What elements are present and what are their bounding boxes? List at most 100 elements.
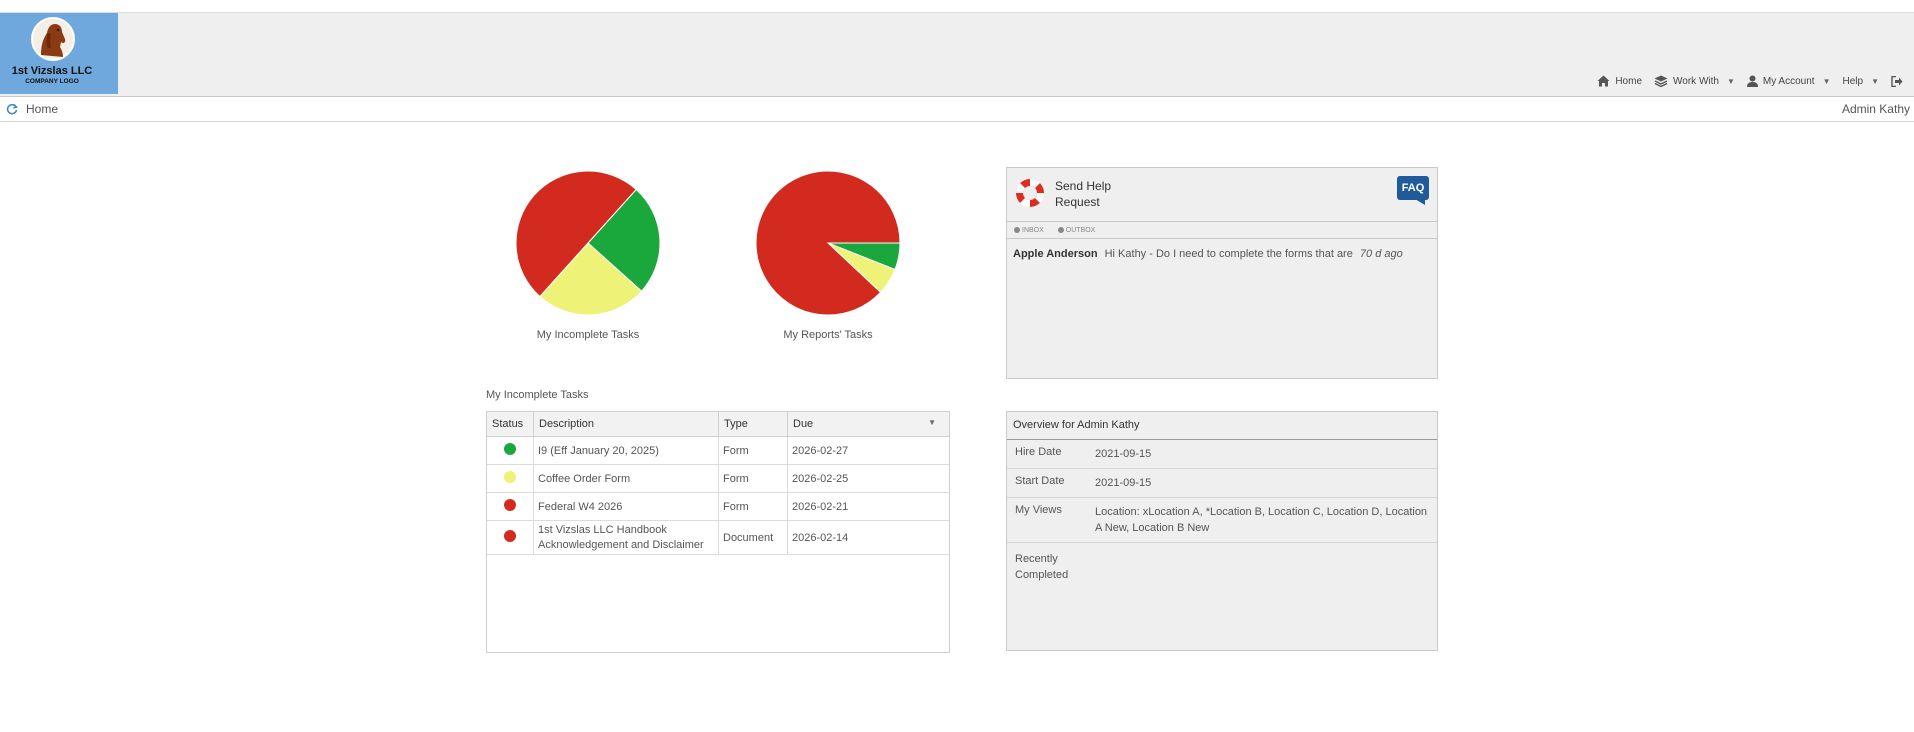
status-green-dot-icon	[504, 443, 516, 455]
chart-title: My Reports' Tasks	[783, 329, 873, 341]
nav-my-account-label: My Account	[1762, 75, 1815, 87]
status-cell	[487, 436, 534, 465]
overview-panel: Overview for Admin Kathy Hire Date 2021-…	[1006, 411, 1438, 651]
pie-slice-red[interactable]	[515, 170, 637, 298]
description-cell[interactable]: Federal W4 2026	[533, 492, 719, 521]
due-cell: 2026-02-14	[787, 520, 949, 555]
hire-date-label: Hire Date	[1015, 446, 1062, 458]
breadcrumb-home[interactable]: Home	[26, 102, 59, 116]
type-cell: Document	[718, 520, 788, 555]
help-request-panel: Send Help Request FAQ INBOX OUTBOX Apple…	[1006, 167, 1438, 379]
incomplete-tasks-pie[interactable]	[515, 170, 661, 316]
description-cell[interactable]: Coffee Order Form	[533, 464, 719, 493]
tab-outbox-label: OUTBOX	[1065, 226, 1096, 234]
recently-completed-label-line: Recently	[1015, 553, 1058, 565]
reports-tasks-chart: My Reports' Tasks	[748, 170, 908, 341]
top-nav: Home Work With ▼ My Account ▼ Help ▼	[1585, 73, 1908, 89]
table-row[interactable]: Coffee Order Form Form 2026-02-25	[487, 464, 949, 493]
table-row[interactable]: I9 (Eff January 20, 2025) Form 2026-02-2…	[487, 436, 949, 465]
recently-completed-label-line: Completed	[1015, 569, 1069, 581]
table-row[interactable]: 1st Vizslas LLC Handbook Acknowledgement…	[487, 520, 949, 555]
faq-button[interactable]: FAQ	[1397, 176, 1429, 200]
nav-help[interactable]: Help ▼	[1843, 76, 1880, 87]
breadcrumb-bar: Home Admin Kathy	[0, 97, 1914, 122]
user-icon	[1746, 75, 1758, 87]
message-preview: Hi Kathy - Do I need to complete the for…	[1104, 248, 1353, 260]
description-line: 1st Vizslas LLC Handbook	[538, 523, 667, 536]
column-header-due[interactable]: Due ▼	[787, 412, 949, 437]
help-title-line: Send Help	[1055, 179, 1112, 193]
chevron-down-icon: ▼	[1726, 76, 1735, 86]
status-cell	[487, 520, 534, 555]
top-header: 1st Vizslas LLC COMPANY LOGO Home Work W…	[0, 12, 1914, 97]
home-icon	[1597, 75, 1610, 87]
chevron-down-icon: ▼	[1822, 76, 1831, 86]
help-panel-header: Send Help Request FAQ	[1007, 168, 1437, 222]
table-header-row: Status Description Type Due ▼	[487, 412, 949, 437]
tasks-table-container: Status Description Type Due ▼ I9 (Eff Ja…	[486, 411, 950, 653]
column-header-type[interactable]: Type	[718, 412, 788, 437]
my-views-value: Location: xLocation A, *Location B, Loca…	[1095, 506, 1428, 534]
pie-slice-green[interactable]	[587, 188, 661, 292]
my-views-label: My Views	[1015, 504, 1062, 516]
status-yellow-dot-icon	[504, 471, 516, 483]
inbox-icon	[1014, 227, 1020, 233]
status-cell	[487, 492, 534, 521]
recently-completed-label: Recently Completed	[1007, 543, 1087, 589]
logout-button[interactable]	[1891, 75, 1908, 87]
tab-inbox[interactable]: INBOX	[1014, 227, 1044, 234]
nav-home-label: Home	[1615, 75, 1643, 87]
tasks-table: Status Description Type Due ▼ I9 (Eff Ja…	[487, 412, 949, 555]
reports-tasks-pie[interactable]	[755, 170, 901, 316]
chart-title: My Incomplete Tasks	[536, 329, 640, 341]
incomplete-tasks-chart: My Incomplete Tasks	[508, 170, 668, 341]
hire-date-row: Hire Date 2021-09-15	[1007, 440, 1437, 469]
description-line: Acknowledgement and Disclaimer	[538, 538, 704, 551]
my-views-row: My Views Location: xLocation A, *Locatio…	[1007, 498, 1437, 543]
chevron-down-icon: ▼	[1871, 76, 1879, 86]
company-logo[interactable]: 1st Vizslas LLC COMPANY LOGO	[0, 13, 118, 94]
nav-my-account[interactable]: My Account ▼	[1746, 75, 1831, 87]
help-title-line: Request	[1055, 195, 1100, 209]
nav-work-with[interactable]: Work With ▼	[1654, 75, 1735, 87]
recently-completed-row: Recently Completed	[1007, 543, 1437, 589]
message-time: 70 d ago	[1359, 248, 1403, 260]
hire-date-value: 2021-09-15	[1095, 448, 1152, 460]
current-user-name[interactable]: Admin Kathy	[1841, 102, 1910, 116]
breadcrumb: Home	[6, 102, 58, 116]
status-cell	[487, 464, 534, 493]
help-message[interactable]: Apple Anderson Hi Kathy - Do I need to c…	[1007, 239, 1437, 269]
column-header-description[interactable]: Description	[533, 412, 719, 437]
pie-slice-red[interactable]	[755, 170, 901, 316]
help-tabs: INBOX OUTBOX	[1007, 222, 1437, 239]
column-header-due-label: Due	[793, 418, 814, 430]
table-row[interactable]: Federal W4 2026 Form 2026-02-21	[487, 492, 949, 521]
sign-out-icon	[1891, 75, 1903, 87]
status-red-dot-icon	[504, 499, 516, 511]
tab-outbox[interactable]: OUTBOX	[1057, 226, 1096, 234]
outbox-icon	[1057, 227, 1064, 233]
tab-inbox-label: INBOX	[1022, 226, 1044, 234]
type-cell: Form	[718, 492, 788, 521]
nav-work-with-label: Work With	[1673, 75, 1719, 87]
company-logo-caption: COMPANY LOGO	[25, 78, 79, 85]
sort-desc-icon[interactable]: ▼	[928, 418, 936, 427]
start-date-value: 2021-09-15	[1095, 477, 1152, 489]
status-red-dot-icon	[504, 530, 516, 542]
overview-title: Overview for Admin Kathy	[1007, 412, 1437, 440]
pie-slice-yellow[interactable]	[539, 242, 643, 316]
send-help-request-link[interactable]: Send Help Request	[1055, 178, 1111, 210]
type-cell: Form	[718, 436, 788, 465]
due-cell: 2026-02-27	[787, 436, 949, 465]
description-cell[interactable]: I9 (Eff January 20, 2025)	[533, 436, 719, 465]
start-date-row: Start Date 2021-09-15	[1007, 469, 1437, 498]
tasks-section-title: My Incomplete Tasks	[486, 389, 589, 401]
lifebuoy-icon[interactable]	[1014, 177, 1046, 209]
refresh-icon[interactable]	[6, 103, 18, 115]
column-header-status[interactable]: Status	[487, 412, 534, 437]
description-cell[interactable]: 1st Vizslas LLC Handbook Acknowledgement…	[533, 520, 719, 555]
nav-help-label: Help	[1842, 75, 1864, 87]
due-cell: 2026-02-25	[787, 464, 949, 493]
dog-logo-icon	[31, 17, 75, 61]
nav-home[interactable]: Home	[1597, 75, 1642, 87]
